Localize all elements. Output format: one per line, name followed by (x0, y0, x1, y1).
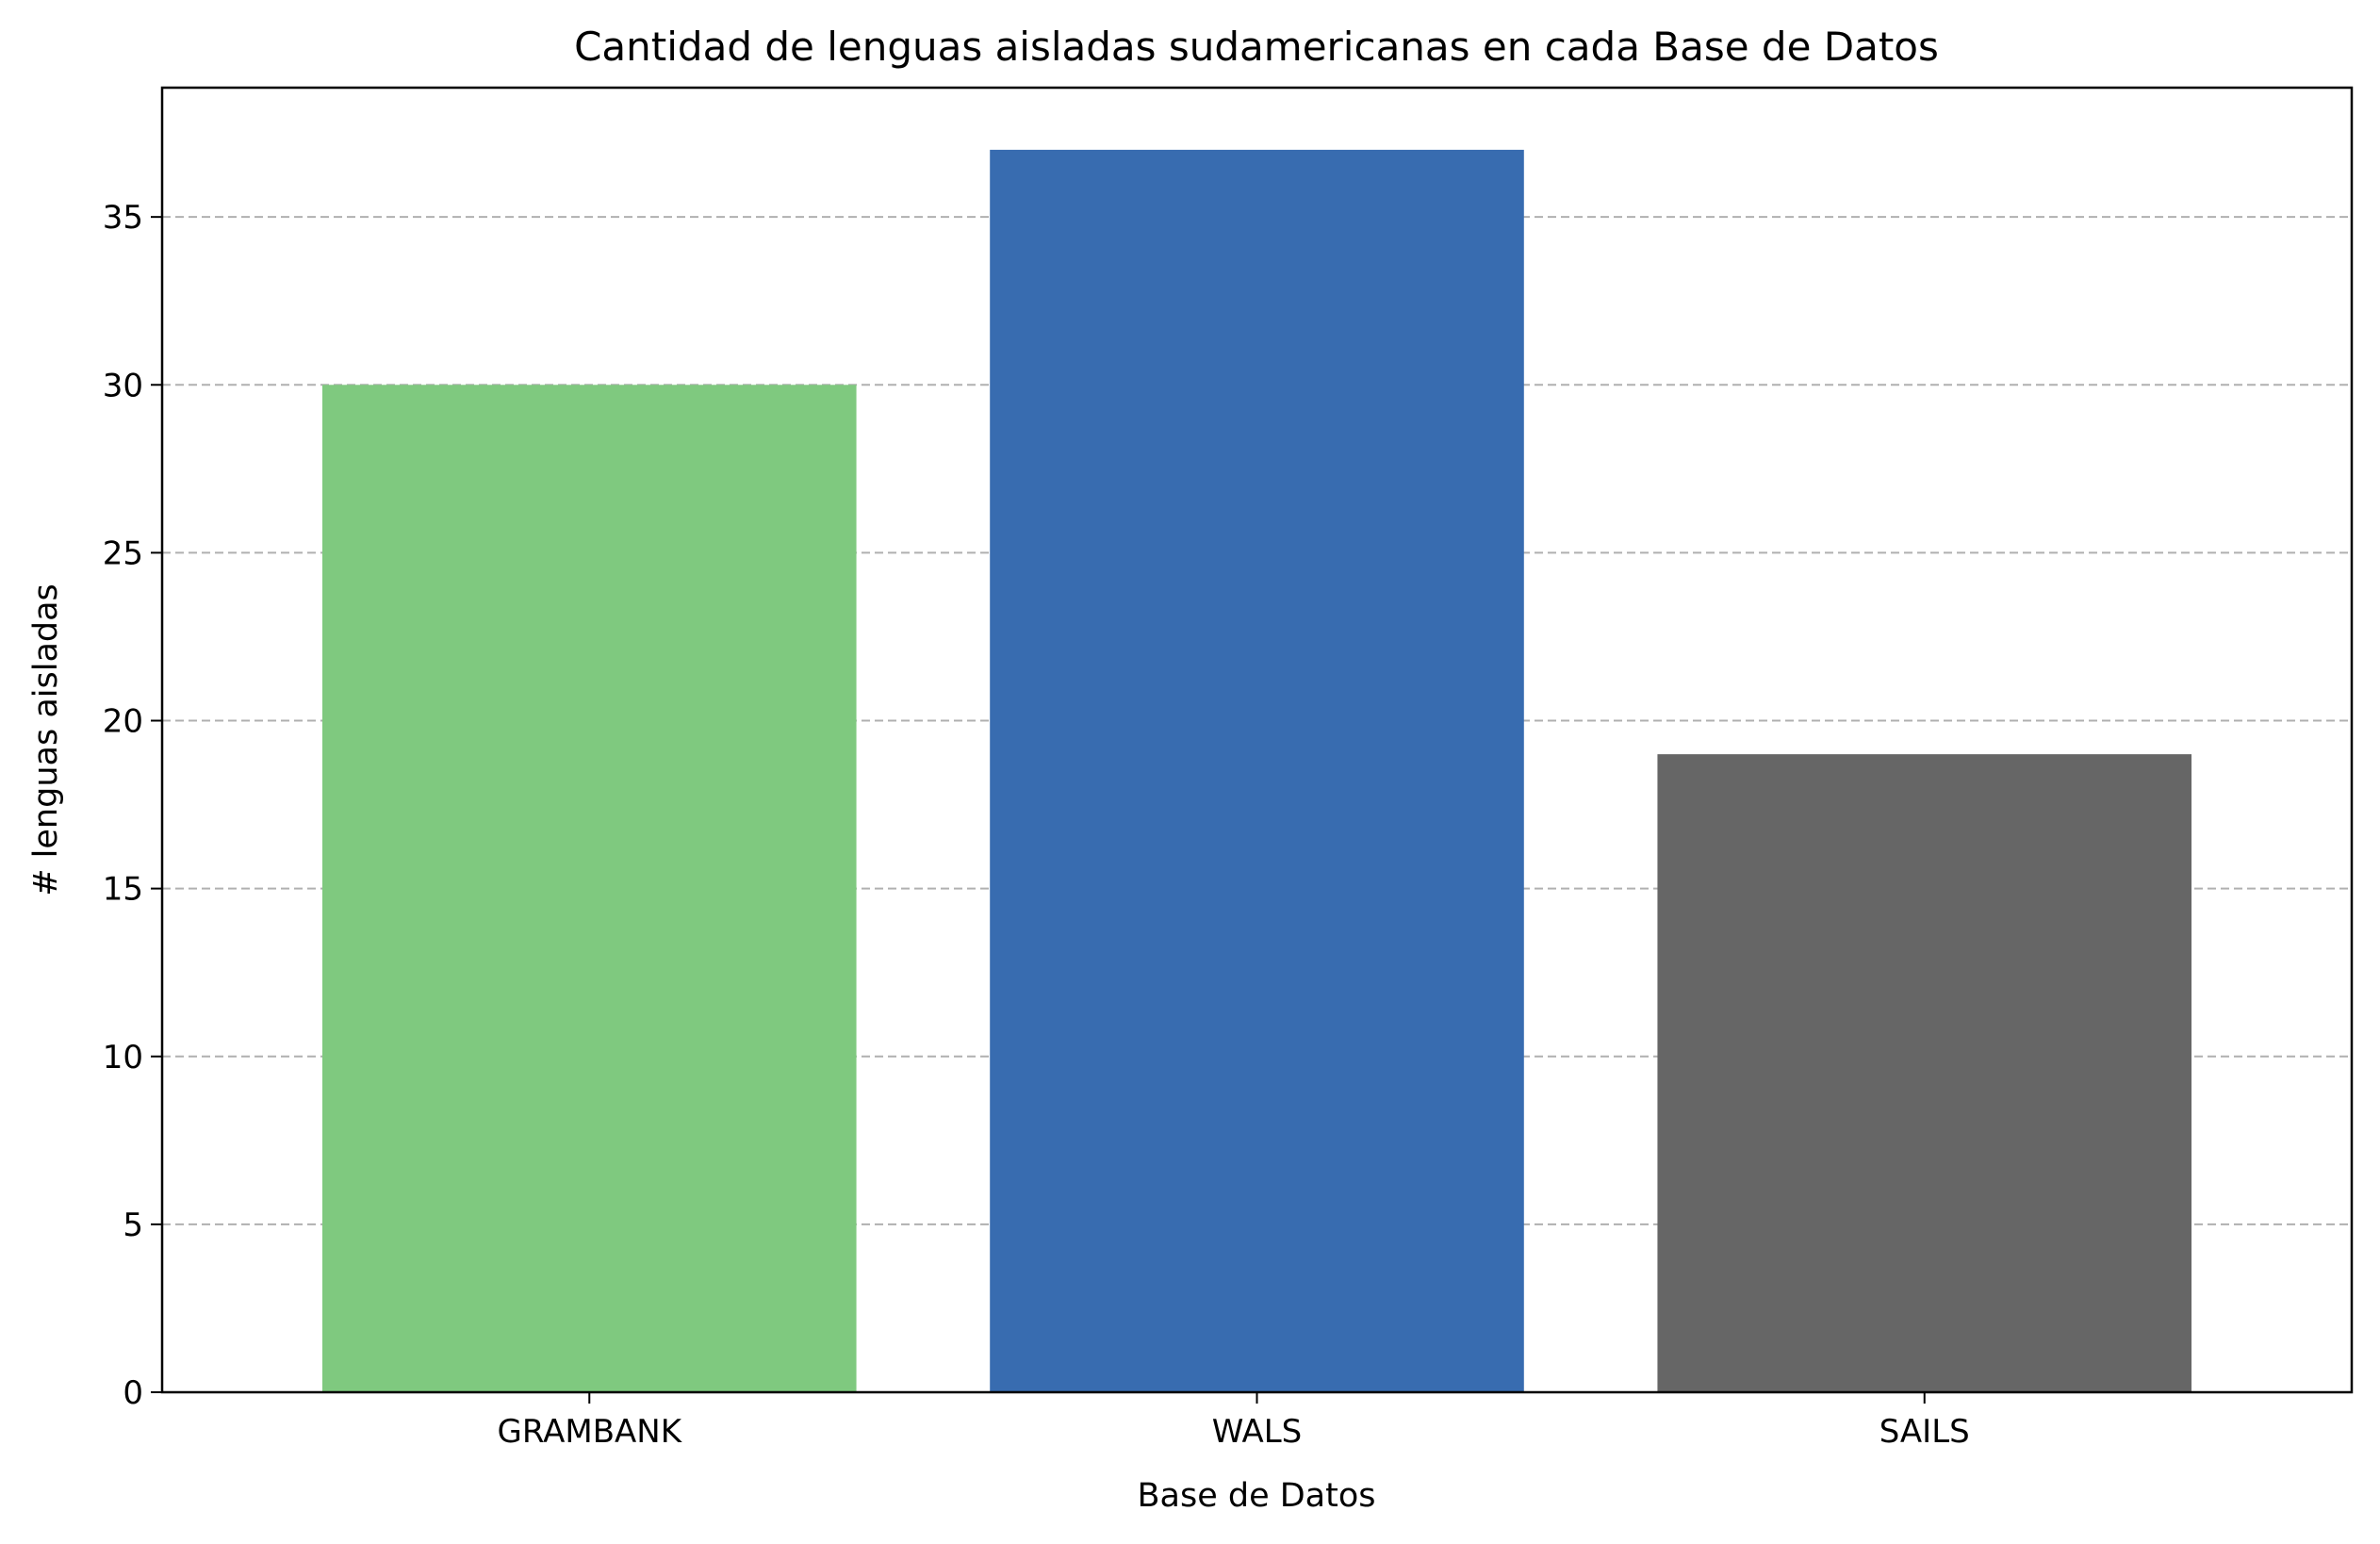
y-tick-label: 0 (123, 1374, 143, 1412)
x-tick-label: SAILS (1879, 1413, 1970, 1451)
y-tick-label: 30 (103, 367, 143, 404)
bar-sails (1657, 754, 2192, 1392)
x-tick-label: GRAMBANK (498, 1413, 683, 1451)
y-tick-label: 5 (123, 1207, 143, 1244)
y-tick-label: 25 (103, 534, 143, 572)
y-tick-label: 15 (103, 871, 143, 909)
y-tick-label: 20 (103, 703, 143, 741)
y-axis-ticks: 0 5 10 15 20 25 30 35 (103, 199, 162, 1412)
bars (321, 149, 2192, 1392)
y-tick-label: 10 (103, 1039, 143, 1076)
y-tick-label: 35 (103, 199, 143, 237)
x-axis-title: Base de Datos (1138, 1477, 1376, 1515)
x-tick-label: WALS (1212, 1413, 1303, 1451)
chart-title: Cantidad de lenguas aisladas sudamerican… (574, 24, 1939, 70)
y-axis-title: # lenguas aisladas (27, 583, 65, 896)
bar-wals (990, 149, 1524, 1392)
bar-grambank (321, 385, 857, 1392)
x-axis-ticks: GRAMBANK WALS SAILS (498, 1392, 1970, 1451)
